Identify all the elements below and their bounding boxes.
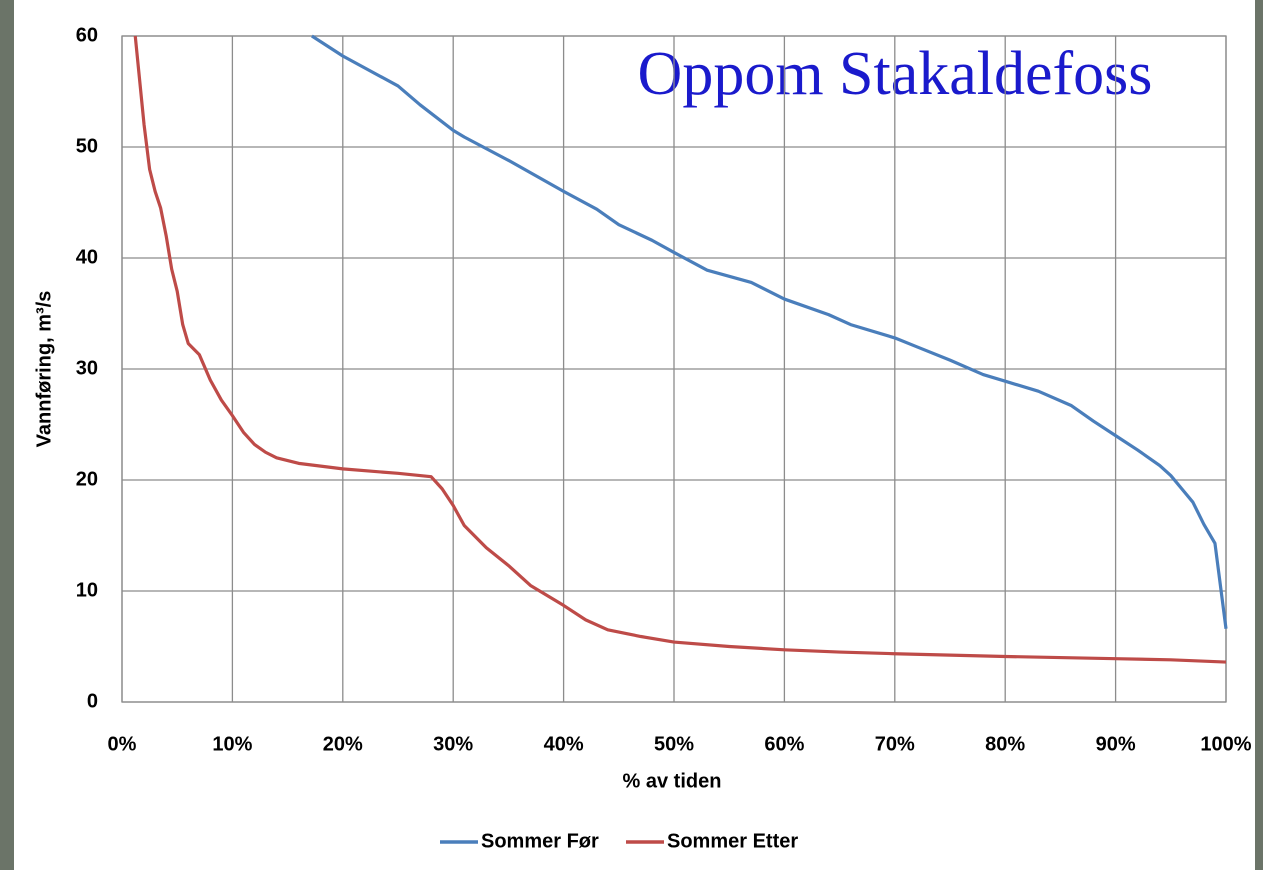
x-tick-label: 40% <box>544 733 584 755</box>
x-tick-label: 100% <box>1200 733 1251 755</box>
x-tick-label: 80% <box>985 733 1025 755</box>
x-tick-label: 30% <box>433 733 473 755</box>
plot-border <box>121 35 1227 703</box>
y-tick-label: 30 <box>76 357 98 379</box>
y-axis-label: Vannføring, m³/s <box>33 291 55 448</box>
y-tick-label: 60 <box>76 24 98 46</box>
series-line <box>311 34 1228 629</box>
x-tick-label: 50% <box>654 733 694 755</box>
x-tick-label: 90% <box>1096 733 1136 755</box>
y-tick-label: 40 <box>76 246 98 268</box>
x-tick-label: 60% <box>764 733 804 755</box>
x-tick-label: 70% <box>875 733 915 755</box>
x-axis-label: % av tiden <box>623 770 722 792</box>
y-tick-label: 0 <box>87 690 98 712</box>
y-tick-label: 50 <box>76 135 98 157</box>
x-tick-label: 20% <box>323 733 363 755</box>
x-tick-label: 0% <box>108 733 137 755</box>
y-tick-label: 20 <box>76 468 98 490</box>
legend-label: Sommer Før <box>481 830 599 852</box>
y-tick-label: 10 <box>76 579 98 601</box>
legend-label: Sommer Etter <box>667 830 798 852</box>
series-line <box>133 35 1227 664</box>
x-tick-label: 10% <box>212 733 252 755</box>
chart-background <box>14 0 1255 870</box>
